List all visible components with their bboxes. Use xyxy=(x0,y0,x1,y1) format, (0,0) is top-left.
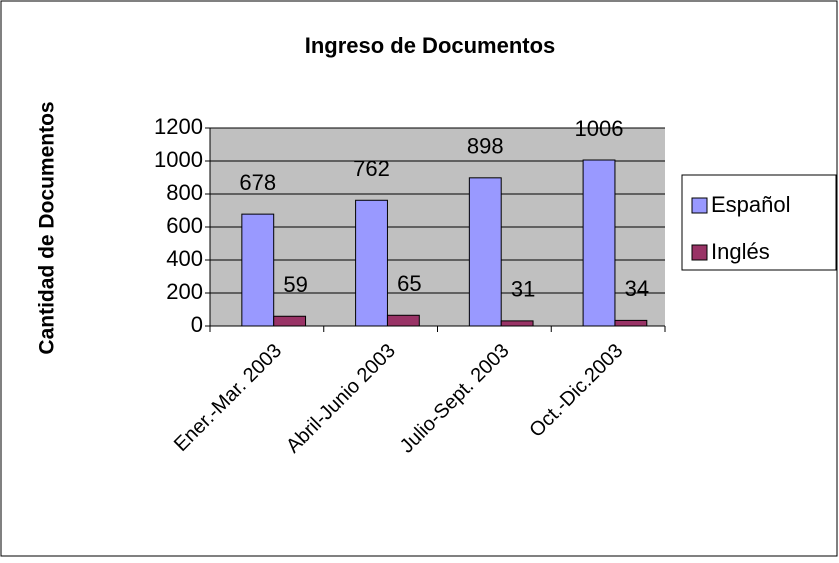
bar xyxy=(241,213,275,327)
bar xyxy=(614,319,648,327)
y-tick-label: 1200 xyxy=(154,114,203,139)
data-label: 678 xyxy=(239,170,276,195)
chart-title: Ingreso de Documentos xyxy=(305,33,556,58)
bar xyxy=(273,315,307,327)
bar xyxy=(355,199,388,327)
data-label: 1006 xyxy=(575,116,624,141)
bar xyxy=(582,159,616,327)
y-axis-label: Cantidad de Documentos xyxy=(36,101,59,354)
bar xyxy=(386,314,420,327)
legend-swatch xyxy=(691,244,708,261)
y-tick-label: 200 xyxy=(166,279,203,304)
data-label: 31 xyxy=(511,277,535,302)
y-tick-label: 400 xyxy=(166,246,203,271)
y-tick-label: 600 xyxy=(166,213,203,238)
bar xyxy=(468,177,502,327)
legend-label: Inglés xyxy=(711,239,770,264)
data-label: 65 xyxy=(397,271,421,296)
legend-box xyxy=(681,174,837,271)
data-label: 762 xyxy=(353,156,390,181)
legend-swatch xyxy=(691,197,708,214)
bar xyxy=(500,320,534,327)
legend-label: Español xyxy=(711,192,791,217)
y-tick-label: 1000 xyxy=(154,147,203,172)
data-label: 34 xyxy=(625,276,649,301)
y-tick-label: 800 xyxy=(166,180,203,205)
data-label: 59 xyxy=(283,272,307,297)
y-tick-label: 0 xyxy=(191,312,203,337)
data-label: 898 xyxy=(467,134,504,159)
